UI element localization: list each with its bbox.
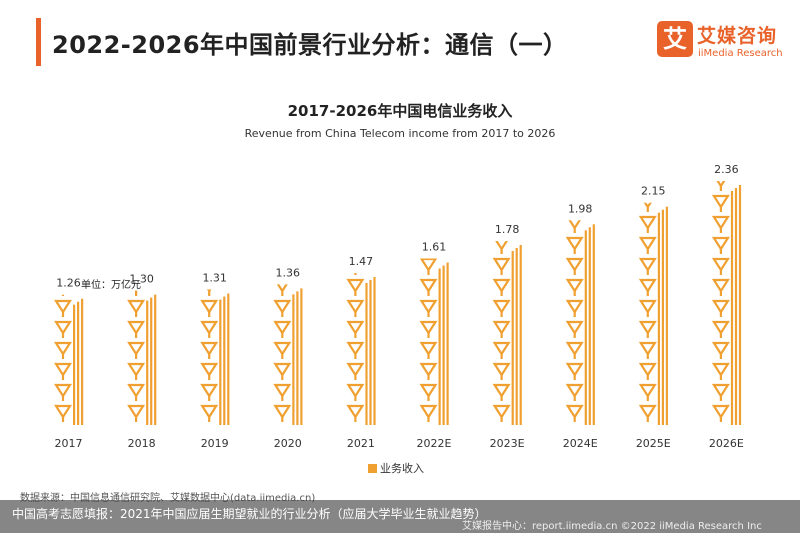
bar [346,273,376,425]
data-label: 2.15 [641,185,666,198]
legend-swatch-icon [368,464,377,473]
x-tick-label: 2024E [563,437,598,450]
bar [638,202,668,425]
unit-label: 单位：万亿元 [81,280,141,291]
bar [54,294,84,425]
legend-label: 业务收入 [380,462,424,475]
bar [273,284,303,425]
bar-chart: 1.26 2017 1.30 2018 1.31 2019 1.36 2020 1.47 2021… [54,163,744,450]
x-tick-label: 2019 [201,437,229,450]
data-label: 1.36 [276,266,301,279]
data-source: 数据来源：中国信息通信研究院、艾媒数据中心(data.iimedia.cn) [20,493,316,504]
chart-title: 2017-2026年中国电信业务收入 [287,102,513,120]
bar [419,258,449,425]
data-label: 1.30 [129,273,154,286]
x-tick-label: 2025E [636,437,671,450]
data-label: 1.31 [202,272,227,285]
title-accent-bar [36,18,41,66]
footer-bar: 中国高考志愿填报：2021年中国应届生期望就业的行业分析（应届大学毕业生就业趋势… [0,500,800,533]
chart-subtitle: Revenue from China Telecom income from 2… [244,127,556,140]
footer-caption: 中国高考志愿填报：2021年中国应届生期望就业的行业分析（应届大学毕业生就业趋势… [12,507,487,521]
footer-copyright: 艾媒报告中心：report.iimedia.cn ©2022 iiMedia R… [462,521,762,532]
bar [492,240,522,426]
logo-text-cn: 艾媒咨询 [697,25,778,47]
data-label: 1.47 [349,255,374,268]
x-tick-label: 2017 [55,437,83,450]
data-label: 1.61 [422,241,447,254]
x-tick-label: 2021 [347,437,375,450]
bar [200,289,230,425]
chart-legend: 业务收入 [368,460,424,476]
bar [565,220,595,425]
x-tick-label: 2026E [709,437,744,450]
x-tick-label: 2020 [274,437,302,450]
brand-logo: 艾 艾媒咨询 iiMedia Research [657,21,797,65]
page-title: 2022-2026年中国前景行业分析：通信（一） [52,31,568,59]
logo-mark-icon: 艾 [657,21,693,57]
x-tick-label: 2018 [128,437,156,450]
data-label: 2.36 [714,163,739,176]
data-label: 1.78 [495,223,520,236]
bar [127,290,157,425]
bar [711,181,742,425]
x-tick-label: 2022E [417,437,452,450]
logo-text-en: iiMedia Research [698,48,783,59]
x-tick-label: 2023E [490,437,525,450]
data-label: 1.98 [568,202,593,215]
data-label: 1.26 [56,277,81,290]
